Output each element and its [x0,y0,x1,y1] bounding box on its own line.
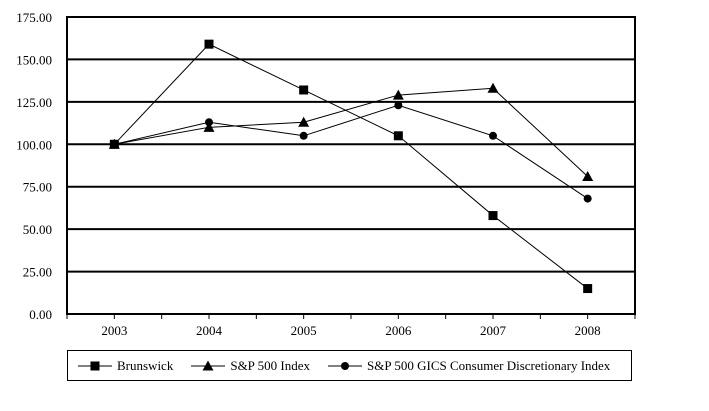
data-point-marker [90,361,100,370]
circle-marker-icon [328,361,363,370]
legend-item-brunswick: Brunswick [78,359,173,373]
data-point-marker [583,284,593,294]
x-axis-tick-label: 2005 [291,323,317,338]
data-point-marker [299,131,308,140]
legend-label-brunswick: Brunswick [117,358,174,373]
y-axis-tick-label: 75.00 [23,180,52,195]
legend-item-sp500: S&P 500 Index [191,359,310,373]
y-axis-tick-label: 25.00 [23,265,52,280]
data-point-marker [202,360,214,370]
chart-plot-area: 0.00 25.00 50.00 75.00 100.00 125.00 150.00 175… [16,10,636,338]
y-axis-tick-label: 0.00 [29,307,52,322]
data-point-marker [583,194,592,203]
data-point-marker [487,82,499,93]
y-axis-tick-label: 150.00 [16,52,52,67]
data-point-marker [582,171,594,182]
square-marker-icon [78,361,112,370]
data-point-marker [109,139,119,149]
legend-item-gics: S&P 500 GICS Consumer Discretionary Inde… [328,359,610,373]
y-axis-tick-label: 175.00 [16,10,52,25]
data-point-marker [203,121,215,132]
data-point-marker [393,131,403,141]
chart-legend: Brunswick S&P 500 Index S&P 500 GICS Con… [67,350,632,381]
data-point-marker [489,131,497,140]
series-line [113,43,588,289]
data-point-marker [488,211,498,221]
x-axis-tick-label: 2003 [101,323,127,338]
series-line [114,87,589,177]
data-point-marker [392,89,404,100]
legend-label-sp500: S&P 500 Index [230,358,311,373]
y-axis-tick-label: 125.00 [16,95,52,110]
data-point-marker [394,101,403,110]
data-point-marker [298,116,310,127]
legend-label-gics: S&P 500 GICS Consumer Discretionary Inde… [367,358,611,373]
x-axis-tick-label: 2008 [575,323,601,338]
x-axis-tick-label: 2007 [480,323,507,338]
series-line [114,104,588,200]
triangle-marker-icon [191,360,226,370]
data-point-marker [341,361,350,370]
y-axis-tick-label: 50.00 [23,222,52,237]
plot-border [66,16,636,315]
x-axis-tick-label: 2006 [385,323,412,338]
y-axis-tick-label: 100.00 [16,137,52,152]
data-point-marker [299,85,309,95]
data-point-marker [204,39,214,49]
x-axis-tick-label: 2004 [196,323,223,338]
